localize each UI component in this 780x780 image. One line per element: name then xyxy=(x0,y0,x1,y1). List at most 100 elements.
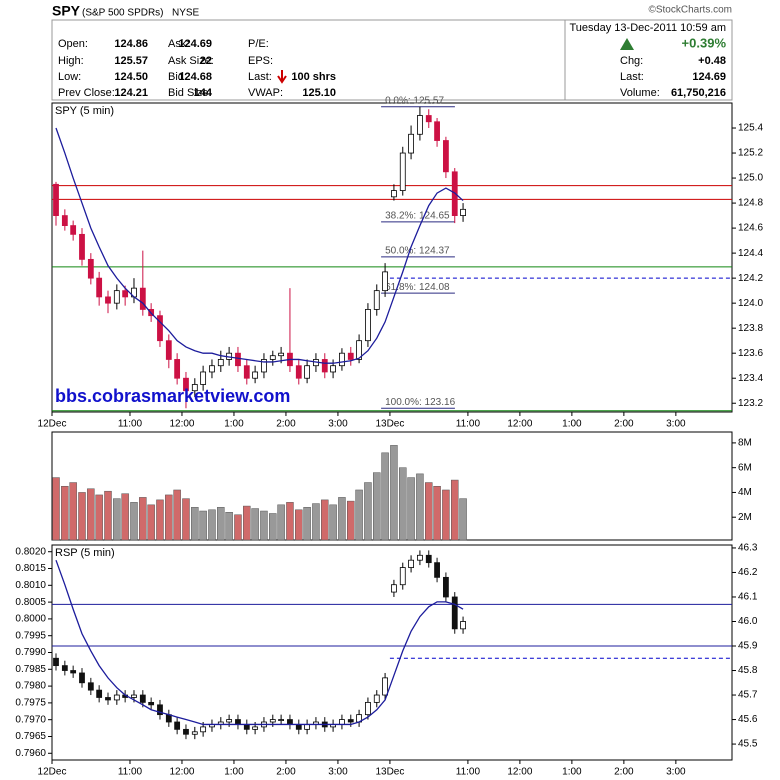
quote-label: Bid: xyxy=(168,71,187,83)
volume-bar xyxy=(312,503,320,541)
volume-bar xyxy=(329,504,337,541)
date: Tuesday 13-Dec-2011 10:59 am xyxy=(569,22,726,34)
y2-tick-label: 0.7995 xyxy=(15,630,46,641)
volume-bar xyxy=(95,494,103,541)
quote-label: Low: xyxy=(58,71,81,83)
volume-bar xyxy=(69,482,77,541)
volume-bar xyxy=(269,513,277,541)
y2-tick-label: 0.7985 xyxy=(15,664,46,675)
y-tick-label: 125.0 xyxy=(738,173,763,184)
candle-body xyxy=(408,133,414,154)
quote-label: Bid Size: xyxy=(168,87,211,99)
x-tick-label: 12:00 xyxy=(507,419,532,430)
x-tick-label: 12:00 xyxy=(169,767,194,778)
quote-value: 124.68 xyxy=(178,71,212,83)
candle-body xyxy=(460,621,466,630)
x-tick-label: 11:00 xyxy=(118,419,143,430)
panel-frame xyxy=(51,102,733,413)
candle-body xyxy=(382,677,388,696)
volume-bar xyxy=(433,485,441,541)
quote-label: VWAP: xyxy=(248,87,283,99)
y2-tick-label: 0.8010 xyxy=(15,580,46,591)
summary-label: Chg: xyxy=(620,55,643,67)
candle-body xyxy=(87,682,94,691)
quote-label: P/E: xyxy=(248,38,269,50)
candle-body xyxy=(287,719,293,725)
y-tick-label: 8M xyxy=(738,438,752,449)
candle-body xyxy=(174,359,181,379)
quote-label: EPS: xyxy=(248,55,273,67)
y-tick-label: 123.8 xyxy=(738,323,763,334)
y-tick-label: 6M xyxy=(738,462,752,473)
y2-tick-label: 0.8020 xyxy=(15,546,46,557)
volume-bar xyxy=(87,488,95,541)
fib-label: 50.0%: 124.37 xyxy=(385,246,450,257)
x-tick-label: 3:00 xyxy=(328,419,348,430)
moving-average xyxy=(55,127,464,364)
x-tick-label: 1:00 xyxy=(562,767,582,778)
y-tick-label: 123.2 xyxy=(738,398,763,409)
panel-title-bg xyxy=(53,104,123,117)
panel-title-bg xyxy=(53,546,123,559)
y-tick-label: 46.1 xyxy=(738,592,758,603)
candle-body xyxy=(70,225,77,235)
volume-bar xyxy=(208,509,216,541)
summary-label: Last: xyxy=(620,71,644,83)
volume-bar xyxy=(165,494,173,541)
candle-body xyxy=(365,309,371,342)
volume-bar xyxy=(442,489,450,541)
candle-body xyxy=(113,290,120,304)
x-tick-label: 2:00 xyxy=(614,767,634,778)
candle-body xyxy=(183,377,189,392)
quote-label: Ask: xyxy=(168,38,189,50)
candle-body xyxy=(122,290,129,298)
candle-body xyxy=(382,271,388,292)
x-tick-label: 13Dec xyxy=(375,767,404,778)
x-tick-label: 2:00 xyxy=(276,419,296,430)
candle-body xyxy=(321,359,328,373)
summary-value: +0.48 xyxy=(698,55,726,67)
candle-body xyxy=(96,689,103,698)
y-tick-label: 125.2 xyxy=(738,148,763,159)
volume-bar xyxy=(156,499,164,541)
quote-value: 125.57 xyxy=(114,55,148,67)
candle-body xyxy=(304,365,311,379)
candle-body xyxy=(347,719,354,723)
up-arrow xyxy=(620,38,634,50)
candle-body xyxy=(373,694,380,703)
candle-body xyxy=(200,726,207,733)
x-tick-label: 3:00 xyxy=(666,767,686,778)
candle-body xyxy=(105,697,111,701)
candle-body xyxy=(408,559,414,568)
volume-bar xyxy=(225,512,233,541)
volume-bar xyxy=(191,507,199,541)
summary-value: 61,750,216 xyxy=(671,87,726,99)
volume-bar xyxy=(459,498,467,541)
volume-bar xyxy=(295,509,303,541)
candle-body xyxy=(399,152,406,191)
candle-body xyxy=(365,701,371,716)
y-tick-label: 124.0 xyxy=(738,298,763,309)
volume-bar xyxy=(450,479,459,541)
quote-value: 100 shrs xyxy=(291,71,336,83)
candle-body xyxy=(243,365,250,379)
panel-title: SPY (5 min) xyxy=(55,105,114,117)
y-tick-label: 45.6 xyxy=(738,714,758,725)
volume-bar xyxy=(373,472,381,541)
quote-label: Ask Size: xyxy=(168,55,214,67)
x-tick-label: 1:00 xyxy=(562,419,582,430)
down-tick-arrow xyxy=(277,70,287,84)
volume-bar xyxy=(243,505,251,541)
quote-value: 124.69 xyxy=(178,38,212,50)
candle-body xyxy=(417,554,423,561)
volume-bar xyxy=(234,514,242,541)
candle-body xyxy=(373,290,380,310)
candle-body xyxy=(61,215,68,226)
volume-bar xyxy=(139,497,147,541)
candle-body xyxy=(79,672,85,684)
candle-body xyxy=(460,208,466,216)
candle-body xyxy=(235,352,241,367)
candle-body xyxy=(339,719,345,725)
y-tick-label: 2M xyxy=(738,512,752,523)
candle-body xyxy=(443,576,449,598)
